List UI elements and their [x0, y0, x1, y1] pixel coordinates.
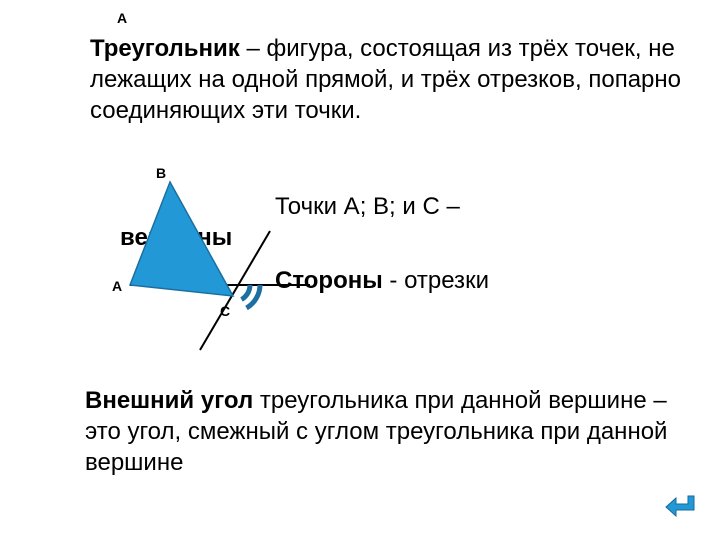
triangle-diagram [115, 175, 345, 370]
external-angle-term: Внешний угол [85, 387, 253, 414]
return-arrow-icon [664, 484, 702, 522]
triangle-definition: Треугольник – фигура, состоящая из трёх … [90, 33, 685, 127]
return-button[interactable] [664, 484, 702, 522]
definition-term: Треугольник [90, 35, 240, 62]
vertex-label-a-top: А [117, 10, 127, 26]
external-angle-definition: Внешний угол треугольника при данной вер… [85, 385, 675, 479]
sides-body: - отрезки [383, 267, 489, 294]
